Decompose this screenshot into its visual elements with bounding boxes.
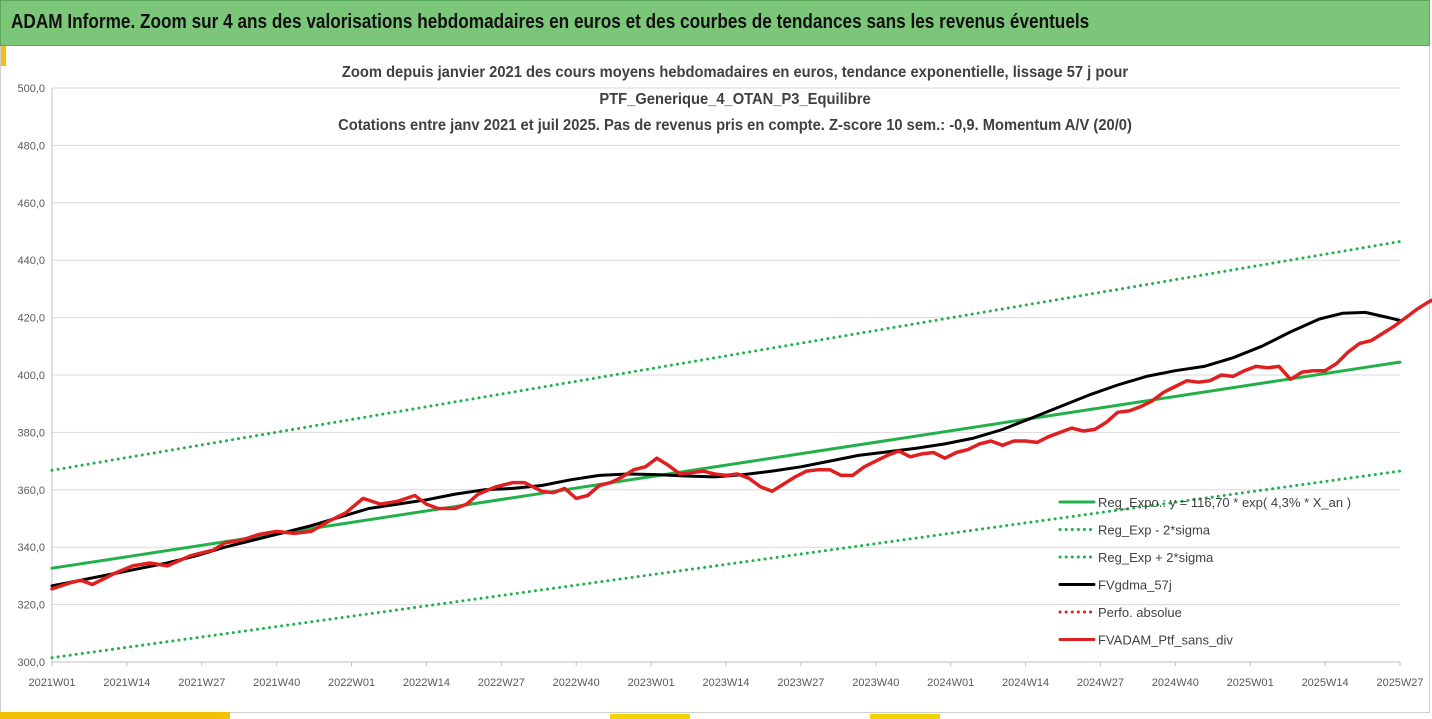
x-tick-label: 2022W40 xyxy=(553,677,600,689)
x-tick-label: 2024W14 xyxy=(1002,677,1049,689)
x-tick-label: 2023W14 xyxy=(702,677,749,689)
x-tick-label: 2024W01 xyxy=(927,677,974,689)
x-tick-label: 2025W01 xyxy=(1227,677,1274,689)
x-tick-label: 2023W40 xyxy=(852,677,899,689)
regression-plus-2sigma-line xyxy=(50,240,1402,472)
legend-label: FVgdma_57j xyxy=(1098,578,1172,593)
x-tick-label: 2021W01 xyxy=(28,677,75,689)
legend-label: FVADAM_Ptf_sans_div xyxy=(1098,633,1233,648)
x-tick-label: 2021W27 xyxy=(178,677,225,689)
x-tick-label: 2025W14 xyxy=(1302,677,1349,689)
y-tick-label: 500,0 xyxy=(17,83,45,95)
accent-bar xyxy=(610,714,690,719)
moving-average-line xyxy=(50,310,1402,588)
report-banner: ADAM Informe. Zoom sur 4 ans des valoris… xyxy=(0,0,1430,46)
accent-bar xyxy=(870,714,940,719)
legend-label: Perfo. absolue xyxy=(1098,605,1182,620)
y-tick-label: 320,0 xyxy=(17,600,45,612)
y-tick-label: 300,0 xyxy=(17,657,45,669)
x-tick-label: 2023W27 xyxy=(777,677,824,689)
chart-frame xyxy=(0,46,1430,713)
x-tick-label: 2025W27 xyxy=(1376,677,1423,689)
regression-minus-2sigma-line xyxy=(50,469,1402,660)
y-tick-label: 420,0 xyxy=(17,313,45,325)
x-tick-label: 2024W27 xyxy=(1077,677,1124,689)
legend-label: Reg_Exp + 2*sigma xyxy=(1098,550,1214,565)
y-tick-label: 460,0 xyxy=(17,198,45,210)
legend-label: Reg_Exp - 2*sigma xyxy=(1098,523,1211,538)
legend-label: Reg_Expo.: y = 116,70 * exp( 4,3% * X_an… xyxy=(1098,495,1351,510)
chart-title-line-2: PTF_Generique_4_OTAN_P3_Equilibre xyxy=(599,91,871,108)
x-tick-label: 2024W40 xyxy=(1152,677,1199,689)
x-tick-label: 2022W14 xyxy=(403,677,450,689)
accent-bar xyxy=(0,712,230,719)
y-tick-label: 340,0 xyxy=(17,542,45,554)
chart-title-line-1: Zoom depuis janvier 2021 des cours moyen… xyxy=(341,64,1129,81)
x-tick-label: 2021W14 xyxy=(103,677,150,689)
x-tick-label: 2021W40 xyxy=(253,677,300,689)
y-tick-label: 380,0 xyxy=(17,427,45,439)
y-tick-label: 400,0 xyxy=(17,370,45,382)
y-tick-label: 440,0 xyxy=(17,255,45,267)
y-tick-label: 480,0 xyxy=(17,140,45,152)
y-tick-label: 360,0 xyxy=(17,485,45,497)
report-title: ADAM Informe. Zoom sur 4 ans des valoris… xyxy=(11,11,1090,33)
chart-title-line-3: Cotations entre janv 2021 et juil 2025. … xyxy=(338,117,1132,134)
portfolio-value-line xyxy=(50,298,1432,591)
x-tick-label: 2022W01 xyxy=(328,677,375,689)
accent-bar xyxy=(0,46,6,66)
x-tick-label: 2023W01 xyxy=(628,677,675,689)
x-tick-label: 2022W27 xyxy=(478,677,525,689)
